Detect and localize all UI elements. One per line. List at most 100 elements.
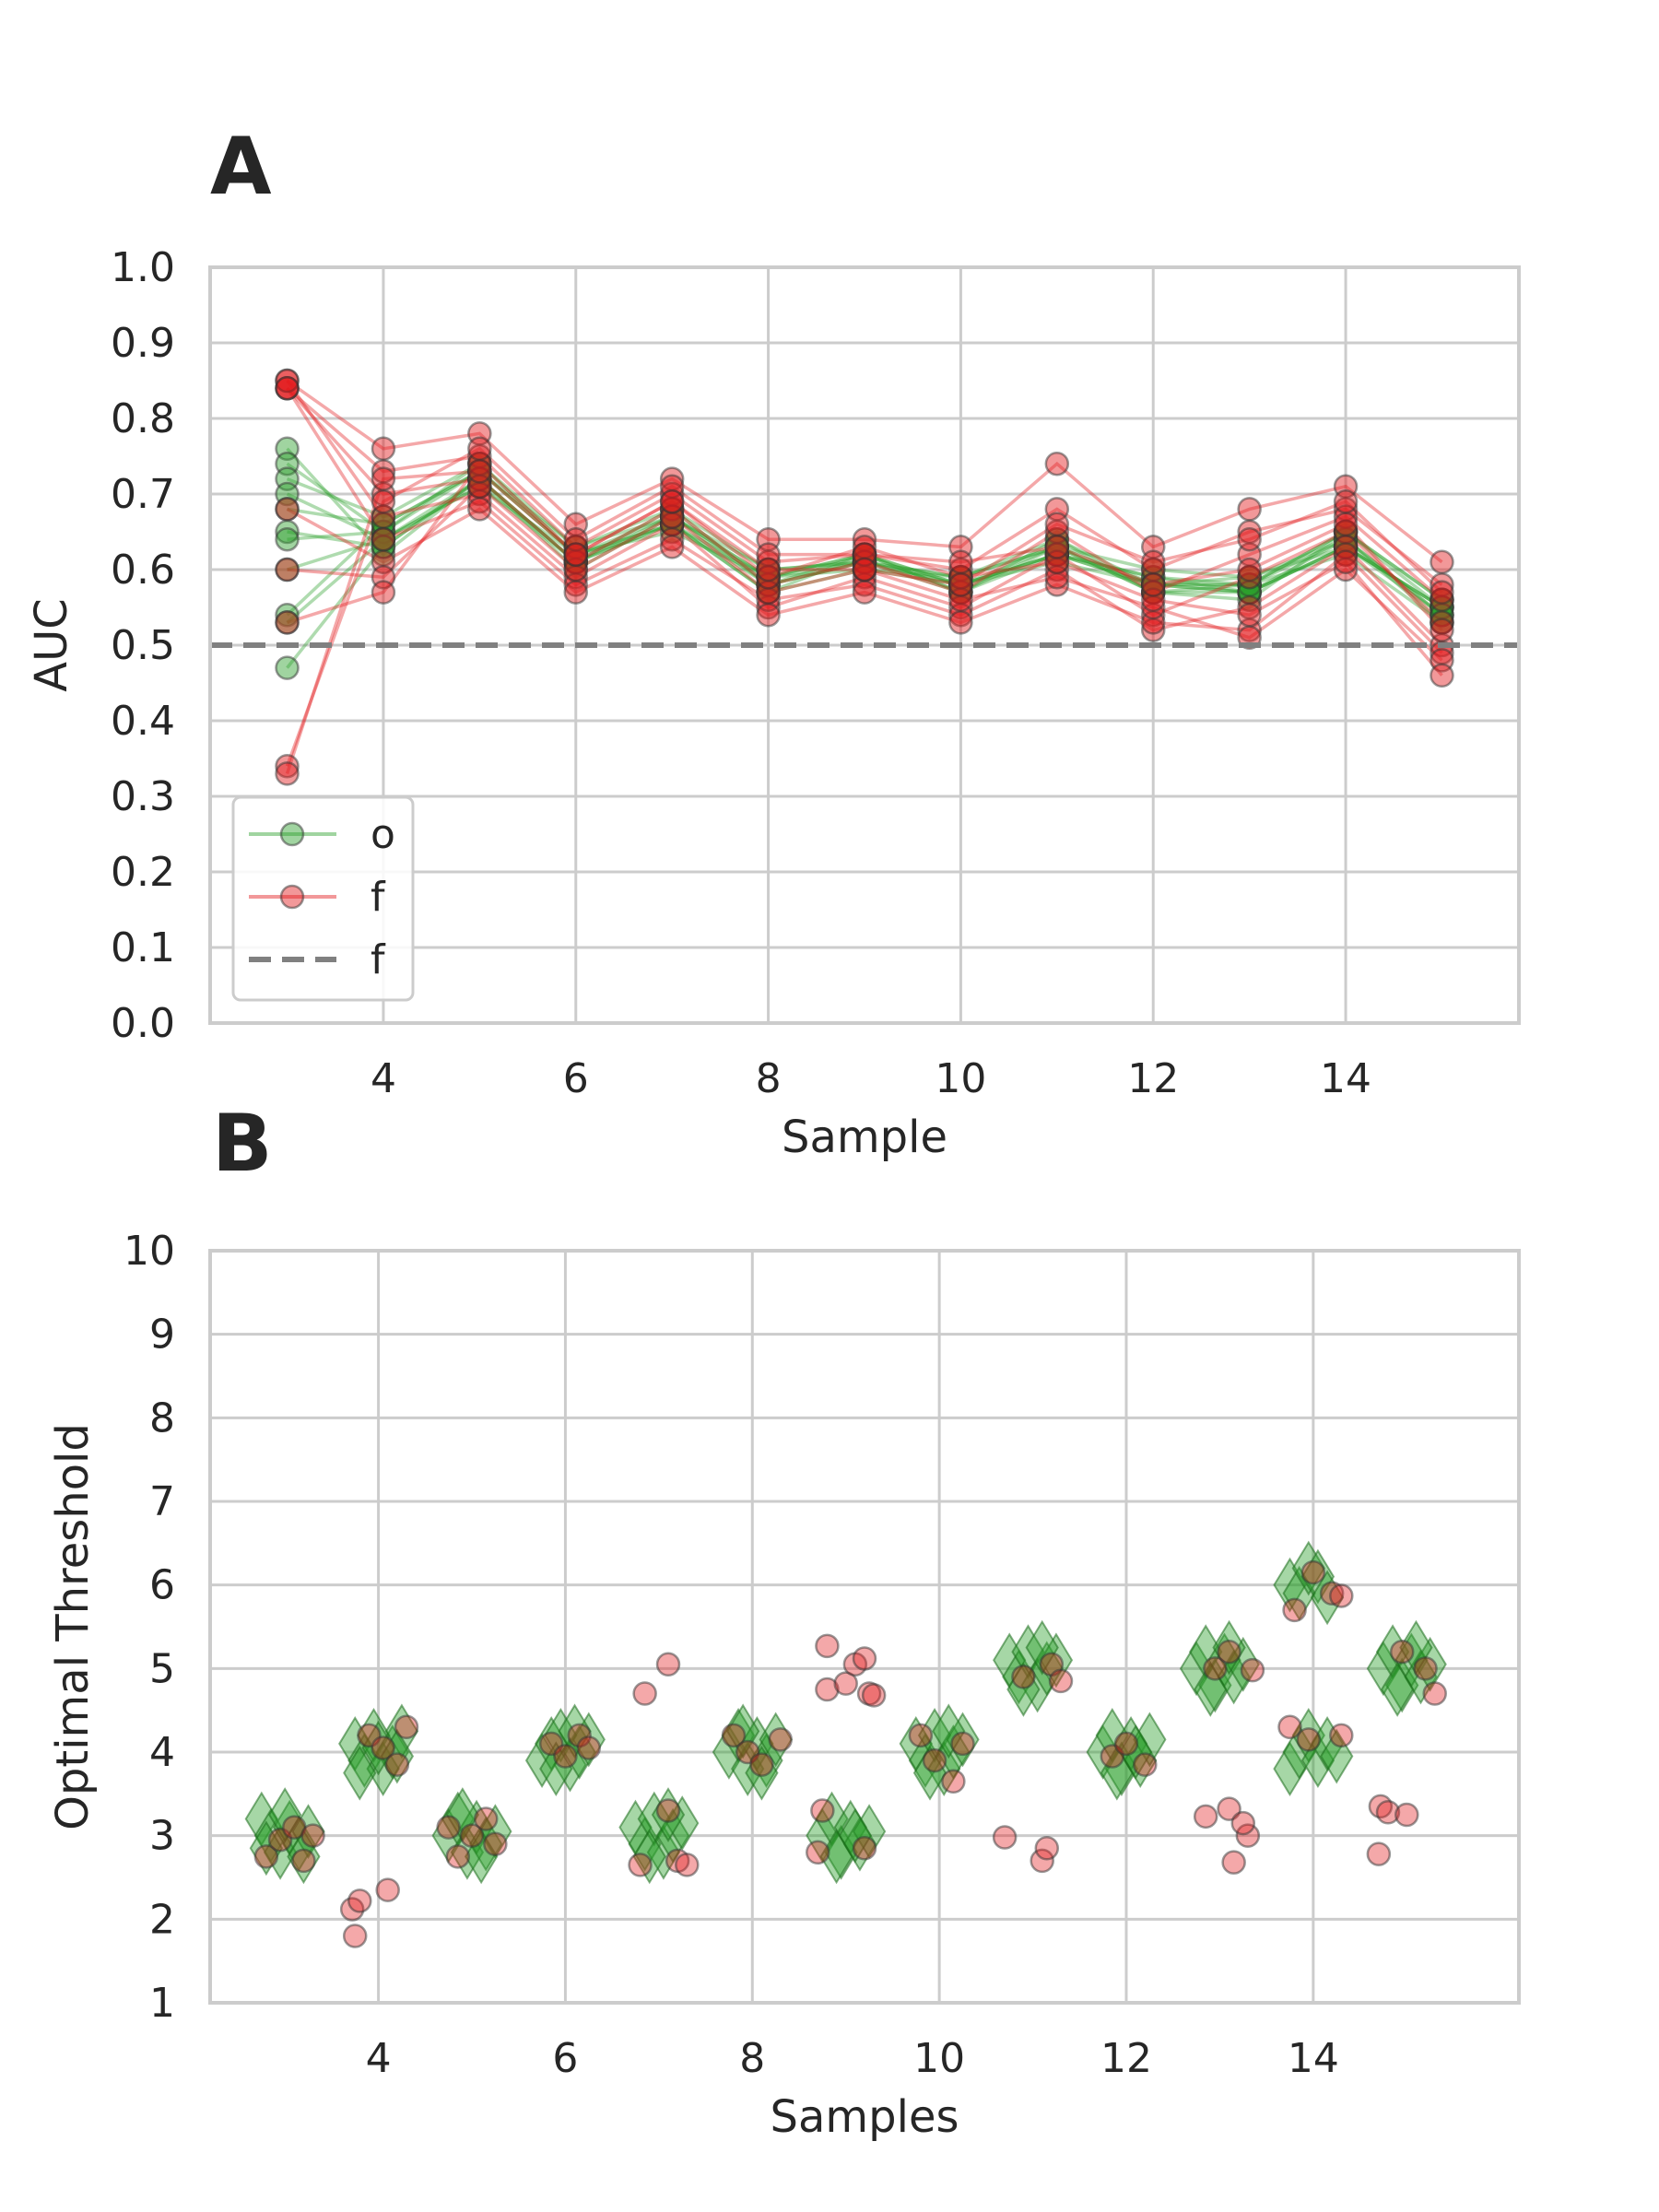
series-o-point xyxy=(932,1703,966,1759)
x-axis-label: Sample xyxy=(782,1112,947,1163)
series-f-point xyxy=(300,1823,325,1848)
series-f-point xyxy=(1237,497,1262,522)
series-o-point xyxy=(655,1807,690,1864)
series-f-point xyxy=(1237,557,1262,582)
series-f-point xyxy=(1375,1800,1401,1825)
series-f-point xyxy=(275,368,300,394)
series-o-line xyxy=(286,477,1443,669)
series-o-point xyxy=(249,1820,284,1877)
series-f-point xyxy=(1203,1656,1228,1681)
series-f-point xyxy=(371,580,396,605)
y-tick-label: 0.9 xyxy=(111,320,175,367)
series-o-point xyxy=(469,1816,503,1872)
series-f-point xyxy=(992,1825,1018,1850)
series-f-point xyxy=(1329,1583,1354,1608)
x-tick-label: 8 xyxy=(739,2035,765,2082)
series-o-point xyxy=(665,1795,700,1851)
legend-point-marker xyxy=(279,884,305,910)
series-f-point xyxy=(1237,602,1262,628)
series-f-point xyxy=(852,557,877,582)
series-f-point xyxy=(815,1677,840,1702)
series-f-point xyxy=(275,557,300,582)
series-o-point xyxy=(1291,1540,1325,1596)
x-tick-label: 8 xyxy=(756,1055,782,1102)
x-tick-label: 10 xyxy=(913,2035,965,2082)
series-f-point xyxy=(1430,618,1454,642)
series-o-point xyxy=(1300,1548,1335,1605)
series-f-point xyxy=(768,1727,793,1752)
series-o-point xyxy=(1030,1641,1064,1697)
series-f-point xyxy=(1237,564,1262,590)
series-f-point xyxy=(655,1798,681,1823)
series-o-point xyxy=(815,1791,849,1847)
series-f-point xyxy=(1133,1752,1158,1777)
series-f-point xyxy=(1430,663,1454,688)
series-f-line xyxy=(286,379,1443,564)
series-o-point xyxy=(1310,1716,1345,1771)
series-o-point xyxy=(524,1733,559,1788)
series-f-point xyxy=(1048,1668,1074,1694)
series-f-point xyxy=(275,497,300,522)
series-o-line xyxy=(287,469,1443,609)
plot-frame xyxy=(208,1249,1521,2005)
y-tick-label: 6 xyxy=(149,1562,175,1609)
series-f-point xyxy=(473,1806,499,1831)
y-tick-label: 0.5 xyxy=(111,622,175,669)
legend-label: o xyxy=(371,811,395,858)
series-f-point xyxy=(394,1714,419,1740)
series-f-point xyxy=(1394,1802,1419,1828)
series-f-point xyxy=(371,488,396,514)
series-o-point xyxy=(343,1745,377,1801)
series-f-point xyxy=(563,542,589,567)
series-o-point xyxy=(275,602,300,628)
series-o-point xyxy=(1380,1662,1415,1717)
series-f-point xyxy=(948,610,973,635)
series-f-point xyxy=(861,1683,887,1708)
y-tick-label: 0.4 xyxy=(111,698,175,745)
series-o-line xyxy=(286,462,1443,602)
series-f-line xyxy=(287,484,1443,662)
series-f-point xyxy=(1230,1810,1256,1836)
series-f-point xyxy=(1221,1850,1246,1875)
x-tick-label: 12 xyxy=(1100,2035,1152,2082)
y-tick-label: 2 xyxy=(149,1896,175,1943)
x-tick-label: 14 xyxy=(1320,1055,1371,1102)
series-o-point xyxy=(1385,1657,1419,1713)
series-f-point xyxy=(1011,1665,1036,1689)
series-o-point xyxy=(1310,1570,1345,1626)
series-f-line xyxy=(287,461,1443,677)
series-o-point xyxy=(380,1728,415,1784)
series-f-point xyxy=(852,580,877,605)
series-f-point xyxy=(948,549,973,575)
series-f-point xyxy=(1044,535,1070,559)
series-f-point xyxy=(436,1815,461,1840)
series-f-point xyxy=(1140,549,1166,575)
series-f-point xyxy=(1113,1731,1139,1757)
series-f-point xyxy=(1034,1836,1060,1861)
series-f-line xyxy=(285,446,1443,767)
series-o-line xyxy=(287,461,1443,602)
series-f-point xyxy=(1333,488,1359,514)
series-o-point xyxy=(1118,1724,1153,1780)
series-f-point xyxy=(852,1646,877,1671)
y-tick-label: 5 xyxy=(149,1645,175,1692)
y-tick-label: 0.3 xyxy=(111,773,175,820)
series-o-point xyxy=(1273,1741,1307,1797)
series-f-point xyxy=(1044,512,1070,537)
series-f-point xyxy=(342,1924,368,1948)
y-tick-label: 0.1 xyxy=(111,924,175,971)
series-o-line xyxy=(287,477,1443,609)
series-f-point xyxy=(1282,1597,1307,1623)
legend-label: f xyxy=(371,936,386,983)
series-f-point xyxy=(1030,1848,1054,1874)
series-o-point xyxy=(1025,1619,1059,1676)
series-f-line xyxy=(286,386,1443,586)
series-o-point xyxy=(1273,1557,1307,1613)
series-o-point xyxy=(824,1824,858,1880)
series-f-point xyxy=(659,488,685,514)
series-o-point xyxy=(1282,1724,1316,1780)
series-f-point xyxy=(1333,512,1359,537)
series-f-point xyxy=(1140,572,1166,597)
series-f-point xyxy=(1430,549,1454,575)
